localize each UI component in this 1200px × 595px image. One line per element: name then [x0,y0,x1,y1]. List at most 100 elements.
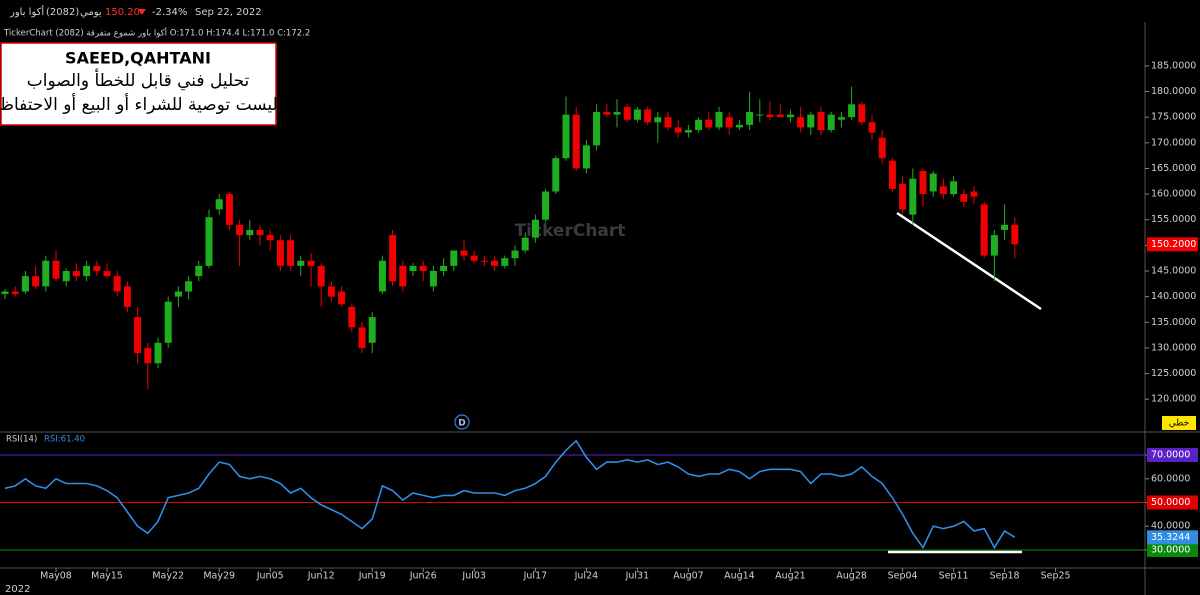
candle-body [144,347,152,364]
period: يومي [80,7,102,18]
rsi-line [4,439,1016,550]
rsi-last-label: 35.3244 [1151,532,1190,543]
candle-body [164,301,172,343]
candle-body [807,114,815,128]
candle-body [276,240,284,266]
y-tick-label: 185.0000 [1151,60,1196,71]
candle-body [1001,224,1009,230]
marker-label: D [458,419,465,429]
candle-body [358,327,366,348]
candle-body [83,265,91,277]
candle-body [878,137,886,159]
y-tick-label: 155.0000 [1151,214,1196,225]
candle-body [674,127,682,133]
candle-body [470,255,478,261]
stock-code: (2082) [46,7,79,18]
y-tick-label: 130.0000 [1151,342,1196,353]
rsi-reading: RSI:61.40 [44,435,85,445]
x-tick-label: May15 [91,571,123,582]
candle-body [236,224,244,236]
y-tick-label: 135.0000 [1151,317,1196,328]
date: Sep 22, 2022 [195,7,262,18]
candle-body [766,114,774,118]
candle-body [929,173,937,192]
x-tick-label: Sep04 [888,571,918,582]
note-author: SAEED,QAHTANI [65,49,211,68]
candle-body [797,117,805,128]
candle-body [317,265,325,287]
candle-body [11,291,19,295]
note-line: ليست توصية للشراء أو البيع أو الاحتفاظ [0,93,278,115]
change: -2.34% [152,7,187,18]
candle-body [705,119,713,128]
candle-body [786,114,794,118]
x-tick-label: Jul31 [625,571,650,582]
y-tick-label: 120.0000 [1151,394,1196,405]
last-price-box [1147,237,1198,252]
candle-body [868,122,876,133]
candle-body [440,265,448,271]
x-tick-label: May22 [152,571,184,582]
candle-body [511,250,519,259]
candle-body [562,114,570,159]
candle-body [185,281,193,292]
mode-button-label[interactable]: خطي [1169,419,1189,429]
rsi-last-box [1147,530,1198,545]
candle-body [521,237,529,251]
candle-body [542,191,550,220]
rsi-y-tick-label: 60.0000 [1151,473,1190,484]
candle-body [195,265,203,277]
candle-body [899,183,907,210]
candle-body [62,270,70,282]
candle-body [215,199,223,210]
candle-body [950,181,958,195]
candle-body [613,112,621,115]
candle-body [348,306,356,328]
candle-body [93,265,101,271]
candle-body [582,145,590,169]
note-box [0,42,277,126]
y-tick-label: 125.0000 [1151,368,1196,379]
candle-body [827,114,835,130]
candle-body [684,129,692,133]
candle-body [909,178,917,215]
x-tick-label: Jul17 [523,571,548,582]
candle-body [644,109,652,123]
note-line: تحليل فني قابل للخطأ والصواب [27,68,250,91]
mode-button[interactable] [1162,416,1196,430]
candle-body [113,276,121,292]
stock-name: أكوا باور [9,5,44,18]
down-arrow [138,9,146,15]
candle-body [52,260,60,279]
rsi-y-tick-label: 50.0000 [1151,497,1190,508]
candle-body [327,286,335,297]
rsi-level-box [1147,448,1198,463]
candle-body [990,235,998,256]
x-tick-label: Jul03 [461,571,486,582]
candle-body [695,119,703,130]
candle-body [858,104,866,123]
candle-body [552,158,560,192]
candle-body [338,291,346,305]
watermark: TickerChart [515,221,626,241]
candle-body [32,276,40,287]
candle-body [225,194,233,225]
candle-body [134,317,142,354]
year-label: 2022 [5,584,30,595]
candle-body [1,291,9,295]
candle-body [970,191,978,197]
x-tick-label: Jul24 [574,571,599,582]
candle-body [725,117,733,128]
candle-body [419,265,427,271]
candle-body [450,250,458,266]
price: 150.20 [105,7,140,18]
x-tick-label: May08 [40,571,72,582]
candle-body [307,260,315,266]
rsi-y-tick-label: 30.0000 [1151,544,1190,555]
candle-body [817,112,825,130]
x-tick-label: Aug14 [724,571,755,582]
y-tick-label: 140.0000 [1151,291,1196,302]
candle-body [297,260,305,266]
candle-body [756,114,764,116]
candle-body [960,194,968,202]
